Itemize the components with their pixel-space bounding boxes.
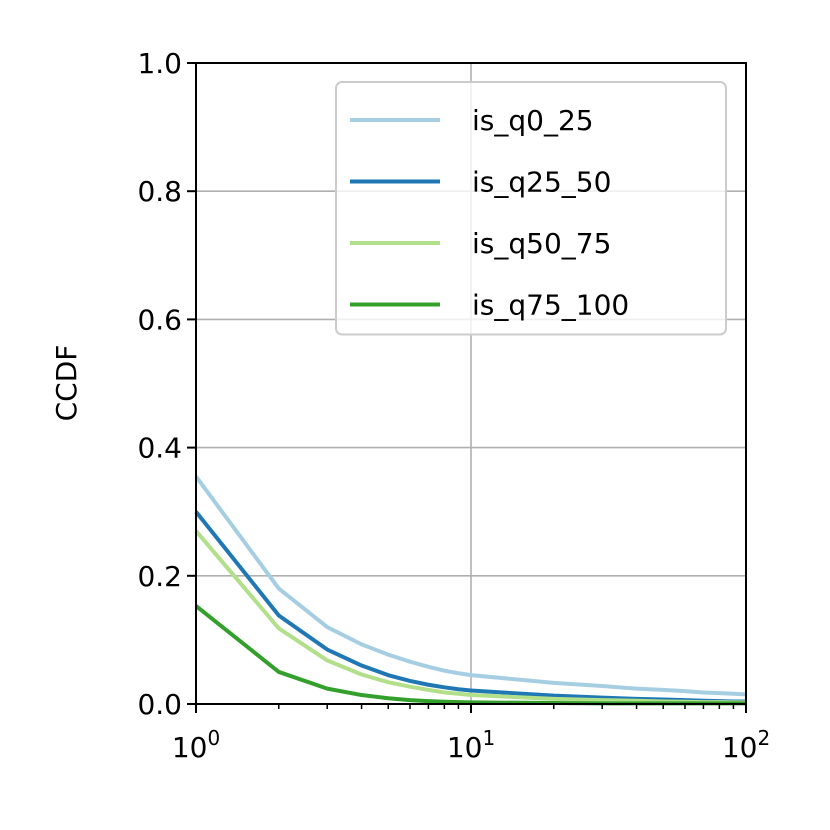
x-tick-label: 102 [722,726,770,764]
legend: is_q0_25 is_q25_50 is_q50_75 is_q75_100 [335,81,727,336]
legend-label: is_q75_100 [472,289,629,322]
y-axis-label: CCDF [50,345,83,422]
tick-labels: 0.0 0.2 0.4 0.6 0.8 1.0 100 101 102 [137,47,770,764]
y-tick-label: 1.0 [137,47,182,80]
legend-box [335,81,727,336]
y-tick-label: 0.0 [137,688,182,721]
series-line-is_q0_25 [194,475,747,697]
y-tick-label: 0.4 [137,432,182,465]
y-tick-label: 0.8 [137,175,182,208]
x-tick-label: 100 [172,726,220,764]
x-tick-label: 101 [447,726,495,764]
legend-label: is_q50_75 [472,227,611,260]
legend-label: is_q25_50 [472,166,611,199]
y-tick-label: 0.6 [137,303,182,336]
legend-label: is_q0_25 [472,104,594,137]
axis-ticks [187,62,747,713]
y-tick-label: 0.2 [137,560,182,593]
